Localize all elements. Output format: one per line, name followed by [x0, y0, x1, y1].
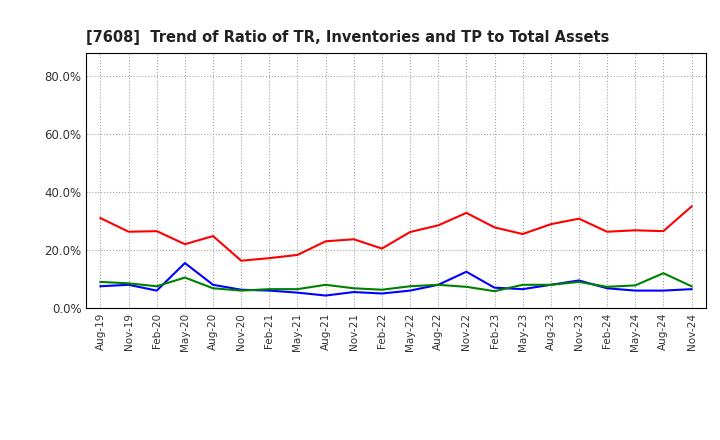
- Inventories: [659, 288, 667, 293]
- Trade Receivables: [687, 204, 696, 209]
- Inventories: [209, 282, 217, 287]
- Trade Payables: [575, 279, 583, 285]
- Trade Receivables: [462, 210, 471, 216]
- Trade Payables: [209, 286, 217, 291]
- Inventories: [406, 288, 415, 293]
- Inventories: [546, 282, 555, 287]
- Line: Trade Payables: Trade Payables: [101, 273, 691, 291]
- Trade Payables: [434, 282, 443, 287]
- Trade Receivables: [631, 227, 639, 233]
- Trade Payables: [631, 283, 639, 288]
- Inventories: [603, 286, 611, 291]
- Trade Payables: [96, 279, 105, 285]
- Inventories: [349, 290, 358, 295]
- Trade Receivables: [237, 258, 246, 264]
- Trade Payables: [237, 288, 246, 293]
- Trade Receivables: [125, 229, 133, 235]
- Trade Receivables: [434, 223, 443, 228]
- Inventories: [153, 288, 161, 293]
- Trade Payables: [659, 271, 667, 276]
- Trade Receivables: [490, 225, 499, 230]
- Trade Payables: [603, 284, 611, 290]
- Trade Payables: [377, 287, 386, 292]
- Line: Trade Receivables: Trade Receivables: [101, 206, 691, 261]
- Text: [7608]  Trend of Ratio of TR, Inventories and TP to Total Assets: [7608] Trend of Ratio of TR, Inventories…: [86, 29, 610, 45]
- Inventories: [237, 287, 246, 292]
- Trade Receivables: [546, 222, 555, 227]
- Trade Payables: [153, 284, 161, 289]
- Line: Inventories: Inventories: [101, 263, 691, 296]
- Inventories: [125, 282, 133, 287]
- Inventories: [96, 284, 105, 289]
- Trade Payables: [125, 281, 133, 286]
- Inventories: [181, 260, 189, 266]
- Inventories: [434, 282, 443, 287]
- Trade Receivables: [377, 246, 386, 251]
- Inventories: [490, 285, 499, 290]
- Inventories: [575, 278, 583, 283]
- Trade Payables: [546, 282, 555, 287]
- Inventories: [462, 269, 471, 275]
- Trade Receivables: [659, 228, 667, 234]
- Inventories: [265, 288, 274, 293]
- Trade Receivables: [153, 228, 161, 234]
- Trade Receivables: [265, 256, 274, 261]
- Trade Payables: [321, 282, 330, 287]
- Inventories: [687, 286, 696, 292]
- Trade Payables: [293, 286, 302, 292]
- Trade Receivables: [96, 216, 105, 221]
- Inventories: [518, 286, 527, 292]
- Trade Payables: [406, 284, 415, 289]
- Legend: Trade Receivables, Inventories, Trade Payables: Trade Receivables, Inventories, Trade Pa…: [171, 437, 621, 440]
- Trade Receivables: [209, 234, 217, 239]
- Trade Payables: [490, 289, 499, 294]
- Trade Receivables: [293, 252, 302, 257]
- Trade Payables: [181, 275, 189, 280]
- Trade Receivables: [181, 242, 189, 247]
- Trade Payables: [518, 282, 527, 287]
- Trade Receivables: [603, 229, 611, 235]
- Trade Payables: [462, 284, 471, 290]
- Trade Payables: [265, 286, 274, 292]
- Inventories: [321, 293, 330, 298]
- Trade Payables: [687, 284, 696, 289]
- Inventories: [631, 288, 639, 293]
- Trade Receivables: [406, 229, 415, 235]
- Trade Receivables: [321, 238, 330, 244]
- Inventories: [377, 291, 386, 296]
- Inventories: [293, 290, 302, 295]
- Trade Receivables: [518, 231, 527, 237]
- Trade Receivables: [349, 237, 358, 242]
- Trade Receivables: [575, 216, 583, 221]
- Trade Payables: [349, 286, 358, 291]
